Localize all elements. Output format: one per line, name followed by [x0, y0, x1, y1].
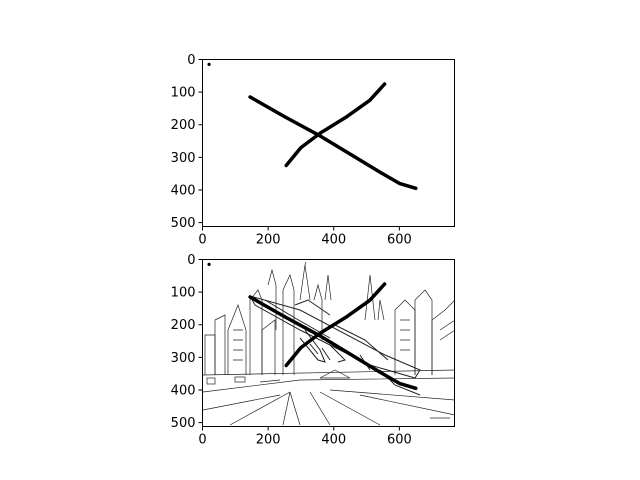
- top-panel: 0 200 400 600 0 100 200 300 400 500: [171, 53, 455, 248]
- top-ytick-label: 200: [171, 118, 196, 133]
- bottom-xtick-label: 600: [387, 433, 412, 448]
- bottom-xtick-label: 0: [198, 433, 206, 448]
- city-sketch: [202, 261, 456, 426]
- bottom-ytick-label: 200: [171, 318, 196, 333]
- bottom-stroke-2: [284, 282, 387, 368]
- top-stroke-2: [284, 82, 387, 168]
- top-xtick-label: 400: [321, 233, 346, 248]
- bottom-panel: 0 200 400 600 0 100 200 300 400 500: [171, 253, 456, 448]
- top-xtick-label: 200: [256, 233, 281, 248]
- top-dot: [207, 62, 211, 66]
- top-stroke-layer: [207, 62, 418, 191]
- bottom-ytick-label: 100: [171, 286, 196, 301]
- bottom-image-layer: [202, 261, 456, 426]
- top-ytick-label: 400: [171, 183, 196, 198]
- top-axes-frame: [202, 59, 455, 227]
- top-xtick-label: 0: [198, 233, 206, 248]
- bottom-xtick-label: 400: [321, 433, 346, 448]
- bottom-ticks: 0 200 400 600 0 100 200 300 400 500: [171, 253, 412, 448]
- top-ytick-label: 100: [171, 86, 196, 101]
- bottom-stroke-1: [248, 295, 418, 391]
- top-xtick-label: 600: [387, 233, 412, 248]
- top-ytick-label: 500: [171, 216, 196, 231]
- top-ytick-label: 0: [187, 53, 195, 68]
- bottom-xtick-label: 200: [256, 433, 281, 448]
- top-ticks: 0 200 400 600 0 100 200 300 400 500: [171, 53, 412, 248]
- bottom-dot: [207, 262, 211, 266]
- top-ytick-label: 300: [171, 151, 196, 166]
- bottom-ytick-label: 0: [187, 253, 195, 268]
- top-stroke-1: [248, 95, 418, 191]
- bottom-ytick-label: 400: [171, 383, 196, 398]
- bottom-stroke-layer: [207, 262, 418, 391]
- jet-sketch: [248, 295, 421, 396]
- bottom-ytick-label: 500: [171, 416, 196, 431]
- bottom-ytick-label: 300: [171, 351, 196, 366]
- bottom-axes-frame: [202, 259, 455, 427]
